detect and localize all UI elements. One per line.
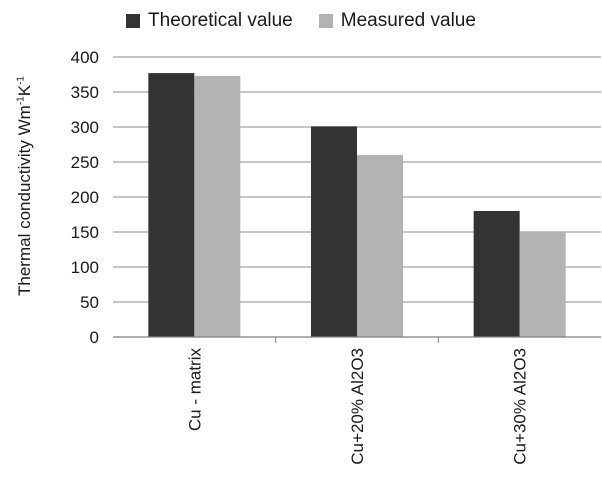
- bar-measured-1: [357, 155, 403, 337]
- y-tick-label-50: 50: [80, 293, 99, 312]
- y-tick-label-0: 0: [90, 328, 99, 347]
- bar-theoretical-1: [311, 126, 357, 337]
- x-tick-label-0: Cu - matrix: [185, 348, 204, 432]
- y-tick-label-150: 150: [71, 223, 99, 242]
- legend-label-measured: Measured value: [340, 10, 476, 31]
- x-axis: [113, 336, 601, 343]
- y-tick-label-200: 200: [71, 188, 99, 207]
- y-tick-label-250: 250: [71, 153, 99, 172]
- bar-theoretical-0: [148, 73, 195, 337]
- legend-item-theoretical: Theoretical value: [126, 10, 293, 32]
- legend-swatch-measured: [318, 14, 333, 28]
- x-axis-tick-labels: Cu - matrix Cu+20% Al2O3 Cu+30% Al2O3: [185, 348, 529, 465]
- legend-item-measured: Measured value: [318, 10, 476, 32]
- y-tick-label-350: 350: [71, 83, 99, 102]
- bar-measured-0: [194, 75, 241, 338]
- legend: Theoretical value Measured value: [0, 8, 602, 34]
- bars: [148, 73, 566, 338]
- legend-swatch-theoretical: [126, 14, 141, 28]
- y-tick-label-100: 100: [71, 258, 99, 277]
- y-axis-ticks: 0 50 100 150 200 250 300 350 400: [71, 48, 99, 347]
- y-tick-label-400: 400: [71, 48, 99, 67]
- y-tick-label-300: 300: [71, 118, 99, 137]
- legend-label-theoretical: Theoretical value: [148, 10, 293, 31]
- x-tick-label-1: Cu+20% Al2O3: [348, 348, 367, 465]
- bar-theoretical-2: [473, 211, 520, 337]
- bar-measured-2: [519, 232, 566, 337]
- x-tick-label-2: Cu+30% Al2O3: [511, 348, 530, 465]
